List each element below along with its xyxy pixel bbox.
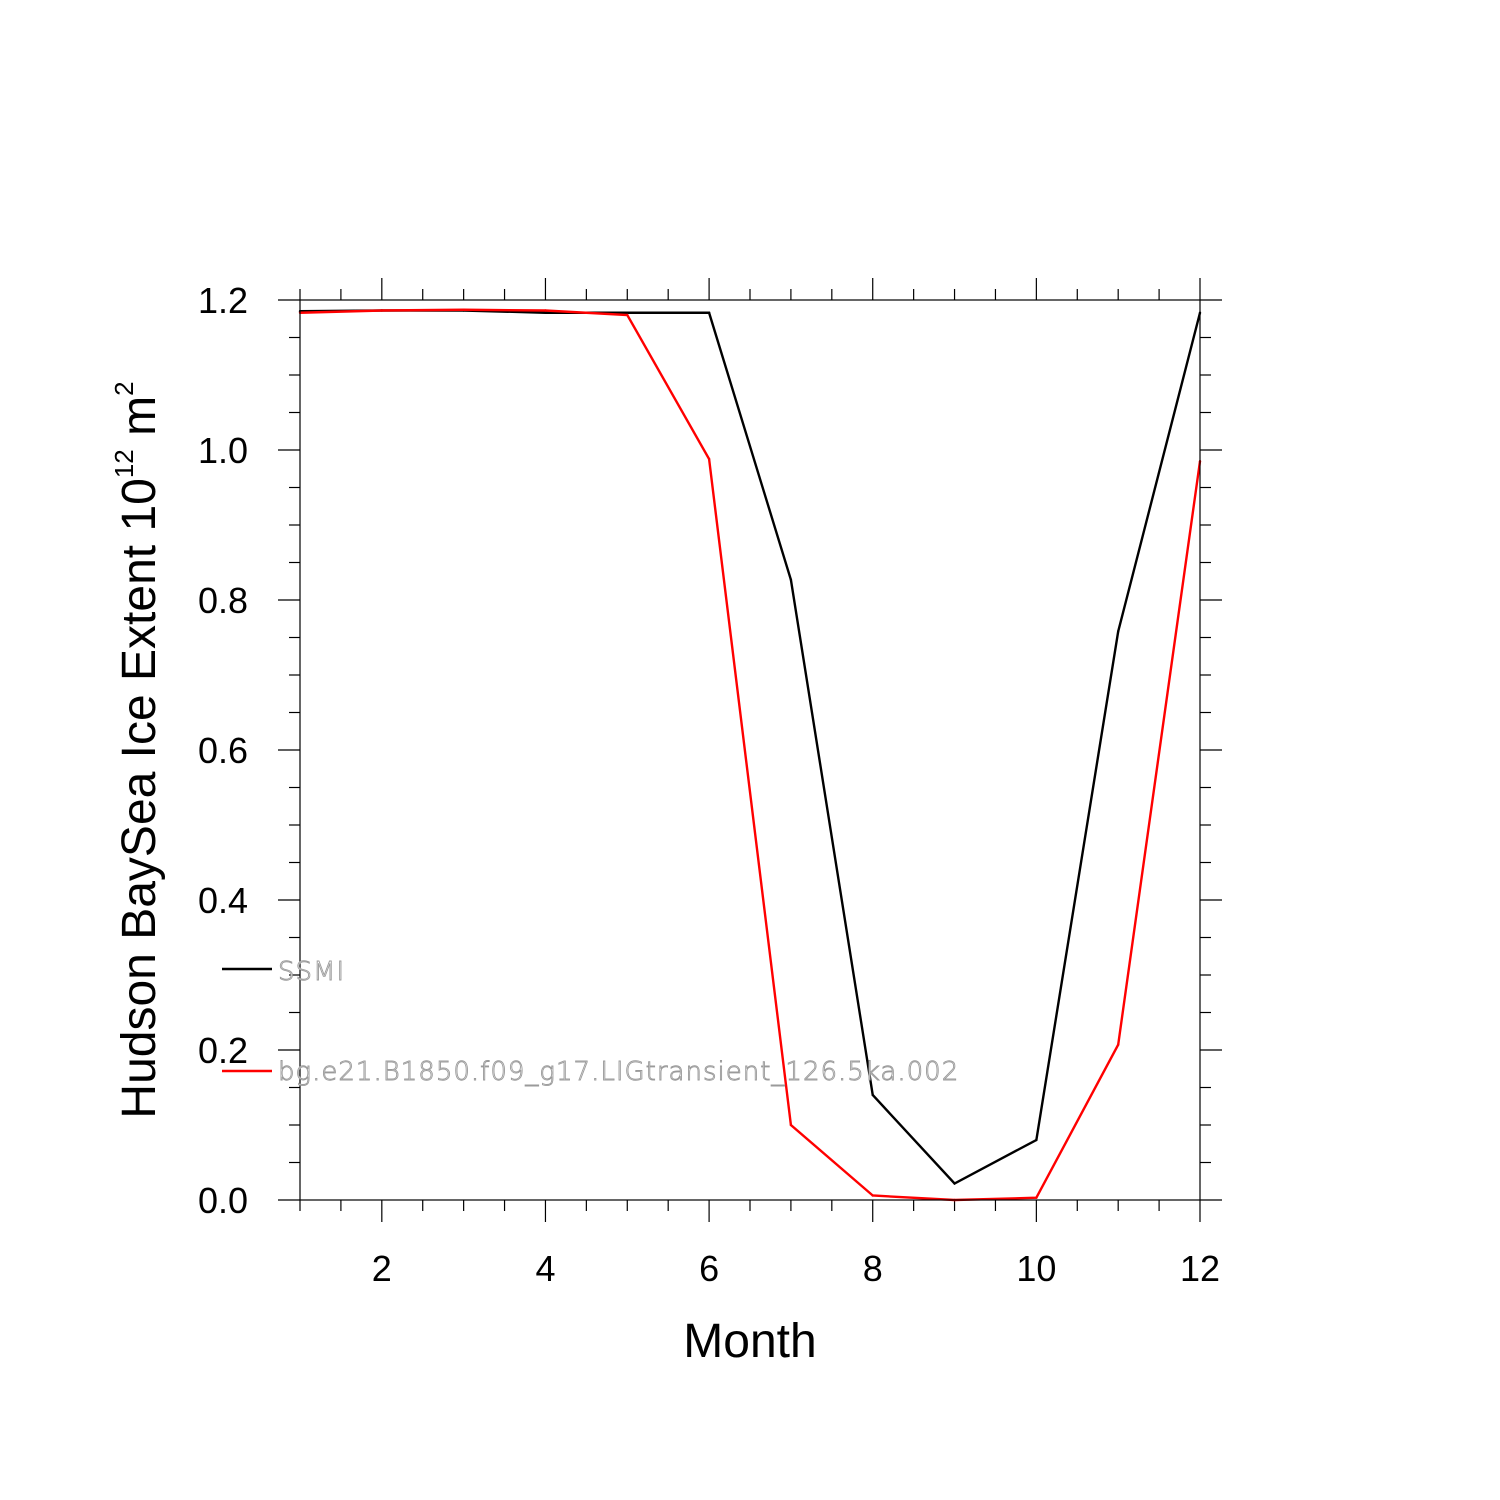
data-point [1035,1138,1038,1142]
y-axis-title-unit: m [113,396,166,449]
data-point [1116,1043,1120,1046]
data-point [1116,630,1120,633]
y-tick-label: 0.4 [198,880,248,921]
data-point [380,309,384,312]
y-axis-title-main: Hudson BaySea Ice Extent 10 [113,478,166,1118]
y-tick-label: 1.0 [198,430,248,471]
data-point [789,578,793,581]
data-point [789,1123,793,1127]
y-axis-title-unit-exponent: 2 [109,381,139,395]
x-tick-label: 8 [863,1248,883,1289]
data-point [462,308,465,311]
x-tick-label: 10 [1016,1248,1056,1289]
y-tick-label: 0.0 [198,1180,248,1221]
data-point [544,311,547,314]
plot-frame [299,299,1201,1201]
data-point [1035,1196,1038,1199]
data-point [871,1194,874,1197]
x-tick-label: 2 [372,1248,392,1289]
x-tick-label: 4 [535,1248,555,1289]
data-point [626,313,629,317]
y-axis-title-exponent: 12 [109,449,139,478]
y-tick-label: 0.8 [198,580,248,621]
y-axis-title: Hudson BaySea Ice Extent 1012 m2 [109,381,166,1118]
y-tick-label: 0.2 [198,1030,248,1071]
x-tick-label: 6 [699,1248,719,1289]
legend-label-ssmi: SSMI [278,957,345,987]
data-point [707,457,711,461]
axis-tick-labels: 2 4 6 8 10 12 0.0 0.2 0.4 0.6 0.8 1.0 1.2 [198,280,1220,1289]
data-point [707,311,711,314]
data-point [626,311,629,314]
x-tick-label: 12 [1180,1248,1220,1289]
y-tick-label: 0.6 [198,730,248,771]
x-axis-title: Month [683,1315,816,1368]
data-point [953,1182,956,1185]
axis-ticks [278,278,1222,1222]
series-line-ligtransient [299,308,1202,1202]
legend: SSMI bg.e21.B1850.f09_g17.LIGtransient_1… [222,957,959,1087]
legend-label-ligtransient: bg.e21.B1850.f09_g17.LIGtransient_126.5k… [278,1057,959,1087]
y-tick-label: 1.2 [198,280,248,321]
data-point [544,309,547,312]
data-point [871,1093,874,1097]
series-line-ssmi [299,309,1202,1185]
